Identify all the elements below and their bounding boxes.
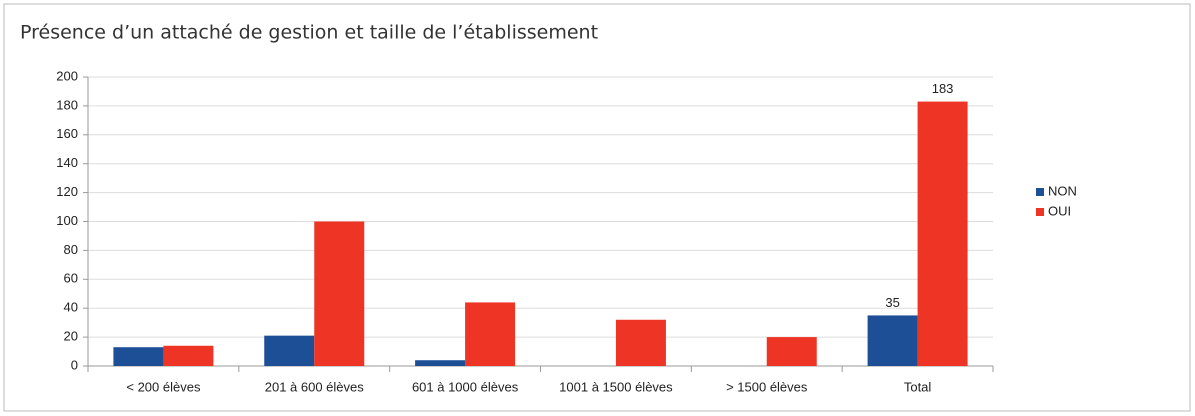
bar <box>314 221 365 366</box>
x-tick-label: 601 à 1000 élèves <box>412 379 519 394</box>
x-tick-label: > 1500 élèves <box>726 379 808 394</box>
y-tick-label: 0 <box>71 357 78 372</box>
bar <box>766 337 817 366</box>
y-tick-label: 40 <box>64 300 78 315</box>
x-tick-label: < 200 élèves <box>126 379 201 394</box>
legend-label: OUI <box>1048 203 1071 218</box>
frame <box>3 3 1191 412</box>
bar <box>465 302 516 366</box>
bar <box>917 101 968 366</box>
data-label: 35 <box>885 295 899 310</box>
y-tick-label: 160 <box>56 126 78 141</box>
bar <box>264 335 315 366</box>
bar <box>615 319 666 366</box>
x-tick-label: 1001 à 1500 élèves <box>559 379 673 394</box>
y-tick-label: 100 <box>56 213 78 228</box>
bar <box>163 345 214 366</box>
data-label: 183 <box>932 81 954 96</box>
chart-title: Présence d’un attaché de gestion et tail… <box>20 22 598 44</box>
x-tick-label: 201 à 600 élèves <box>265 379 365 394</box>
y-tick-label: 200 <box>56 68 78 83</box>
y-tick-label: 60 <box>64 271 78 286</box>
bar <box>113 347 164 366</box>
y-tick-label: 120 <box>56 184 78 199</box>
y-tick-label: 20 <box>64 329 78 344</box>
y-tick-label: 180 <box>56 97 78 112</box>
y-tick-label: 140 <box>56 155 78 170</box>
x-tick-label: Total <box>904 379 932 394</box>
bar <box>415 360 466 366</box>
legend-swatch <box>1036 208 1044 216</box>
bar <box>867 315 918 366</box>
legend-swatch <box>1036 188 1044 196</box>
y-tick-label: 80 <box>64 242 78 257</box>
legend-label: NON <box>1048 183 1077 198</box>
